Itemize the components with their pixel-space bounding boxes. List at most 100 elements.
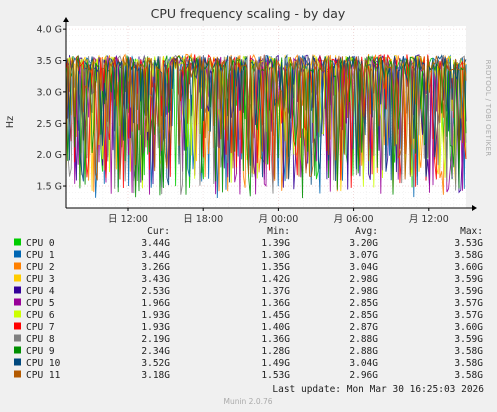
legend-series-name: CPU 2 [26, 262, 55, 273]
legend-value-avg: 3.07G [349, 250, 378, 261]
legend-value-cur: 2.19G [141, 334, 170, 345]
legend-value-min: 1.39G [261, 238, 290, 249]
last-update: Last update: Mon Mar 30 16:25:03 2026 [272, 384, 484, 395]
y-tick-label: 1.5 G [37, 182, 63, 193]
legend-value-max: 3.59G [454, 274, 483, 285]
legend-series-name: CPU 0 [26, 238, 55, 249]
legend-value-max: 3.58G [454, 250, 483, 261]
legend-value-avg: 2.85G [349, 298, 378, 309]
legend-value-cur: 3.18G [141, 370, 170, 381]
legend-series-name: CPU 5 [26, 298, 55, 309]
legend-value-cur: 3.26G [141, 262, 170, 273]
series-layer [65, 52, 467, 199]
legend-value-min: 1.45G [261, 310, 290, 321]
legend-value-max: 3.57G [454, 310, 483, 321]
legend-value-max: 3.58G [454, 358, 483, 369]
x-tick-label: 日 18:00 [183, 214, 223, 225]
legend: Cur: Min: Avg: Max: CPU 0 3.44G 1.39G 3.20G 3.53… [14, 226, 483, 381]
legend-value-max: 3.58G [454, 370, 483, 381]
legend-series-name: CPU 10 [26, 358, 61, 369]
legend-value-min: 1.49G [261, 358, 290, 369]
legend-value-avg: 3.04G [349, 358, 378, 369]
x-tick-labels: 日 12:00 日 18:00 月 00:00 月 06:00 月 12:00 [108, 214, 449, 225]
legend-value-avg: 2.98G [349, 286, 378, 297]
legend-value-avg: 2.96G [349, 370, 378, 381]
legend-series-name: CPU 1 [26, 250, 55, 261]
munin-version: Munin 2.0.76 [223, 397, 272, 406]
legend-swatch [14, 322, 21, 330]
legend-series-name: CPU 4 [26, 286, 55, 297]
legend-value-max: 3.59G [454, 334, 483, 345]
legend-value-min: 1.37G [261, 286, 290, 297]
legend-header: Max: [460, 226, 483, 237]
legend-value-cur: 3.52G [141, 358, 170, 369]
x-tick-label: 日 12:00 [108, 214, 148, 225]
legend-series-name: CPU 8 [26, 334, 55, 345]
y-axis-arrow [63, 17, 69, 22]
legend-series-name: CPU 9 [26, 346, 55, 357]
legend-series-name: CPU 7 [26, 322, 55, 333]
series-line-cpu-10 [65, 53, 467, 186]
y-tick-label: 4.0 G [37, 25, 63, 36]
series-line-cpu-11 [65, 55, 467, 181]
axes [63, 17, 477, 211]
legend-value-max: 3.57G [454, 298, 483, 309]
legend-value-avg: 2.85G [349, 310, 378, 321]
legend-value-max: 3.60G [454, 262, 483, 273]
legend-value-min: 1.53G [261, 370, 290, 381]
legend-series-name: CPU 6 [26, 310, 55, 321]
legend-swatch [14, 286, 21, 294]
x-tick-label: 月 12:00 [409, 214, 449, 225]
y-axis-label: Hz [5, 116, 16, 128]
legend-series-name: CPU 3 [26, 274, 55, 285]
x-axis-arrow [472, 205, 477, 211]
legend-value-cur: 1.93G [141, 310, 170, 321]
legend-value-cur: 2.34G [141, 346, 170, 357]
legend-header: Cur: [147, 226, 170, 237]
legend-value-max: 3.53G [454, 238, 483, 249]
legend-value-avg: 3.04G [349, 262, 378, 273]
legend-series-name: CPU 11 [26, 370, 61, 381]
legend-value-avg: 2.98G [349, 274, 378, 285]
legend-value-avg: 3.20G [349, 238, 378, 249]
legend-value-min: 1.35G [261, 262, 290, 273]
legend-value-cur: 1.96G [141, 298, 170, 309]
legend-value-max: 3.58G [454, 346, 483, 357]
legend-swatch [14, 274, 21, 282]
legend-swatch [14, 358, 21, 366]
legend-value-avg: 2.88G [349, 346, 378, 357]
legend-value-cur: 2.53G [141, 286, 170, 297]
legend-swatch [14, 238, 21, 246]
legend-value-cur: 3.44G [141, 250, 170, 261]
legend-value-cur: 3.44G [141, 238, 170, 249]
y-tick-label: 2.5 G [37, 119, 63, 130]
x-tick-label: 月 06:00 [334, 214, 374, 225]
legend-value-min: 1.36G [261, 298, 290, 309]
rrdtool-credit: RRDTOOL / TOBI OETIKER [484, 60, 492, 157]
legend-header: Min: [267, 226, 290, 237]
y-tick-label: 3.5 G [37, 56, 63, 67]
x-tick-label: 月 00:00 [258, 214, 298, 225]
series-line-cpu-9 [65, 55, 467, 199]
y-tick-labels: 1.5 G 2.0 G 2.5 G 3.0 G 3.5 G 4.0 G [37, 25, 63, 193]
legend-value-min: 1.30G [261, 250, 290, 261]
legend-value-cur: 1.93G [141, 322, 170, 333]
legend-swatch [14, 310, 21, 318]
legend-value-max: 3.59G [454, 286, 483, 297]
legend-swatch [14, 298, 21, 306]
legend-swatch [14, 334, 21, 342]
legend-value-avg: 2.87G [349, 322, 378, 333]
legend-value-max: 3.60G [454, 322, 483, 333]
legend-swatch [14, 250, 21, 258]
legend-value-min: 1.42G [261, 274, 290, 285]
legend-value-min: 1.40G [261, 322, 290, 333]
legend-value-cur: 3.43G [141, 274, 170, 285]
legend-value-avg: 2.88G [349, 334, 378, 345]
legend-value-min: 1.36G [261, 334, 290, 345]
legend-swatch [14, 370, 21, 378]
legend-swatch [14, 346, 21, 354]
y-tick-label: 2.0 G [37, 150, 63, 161]
legend-header: Avg: [355, 226, 378, 237]
legend-value-min: 1.28G [261, 346, 290, 357]
